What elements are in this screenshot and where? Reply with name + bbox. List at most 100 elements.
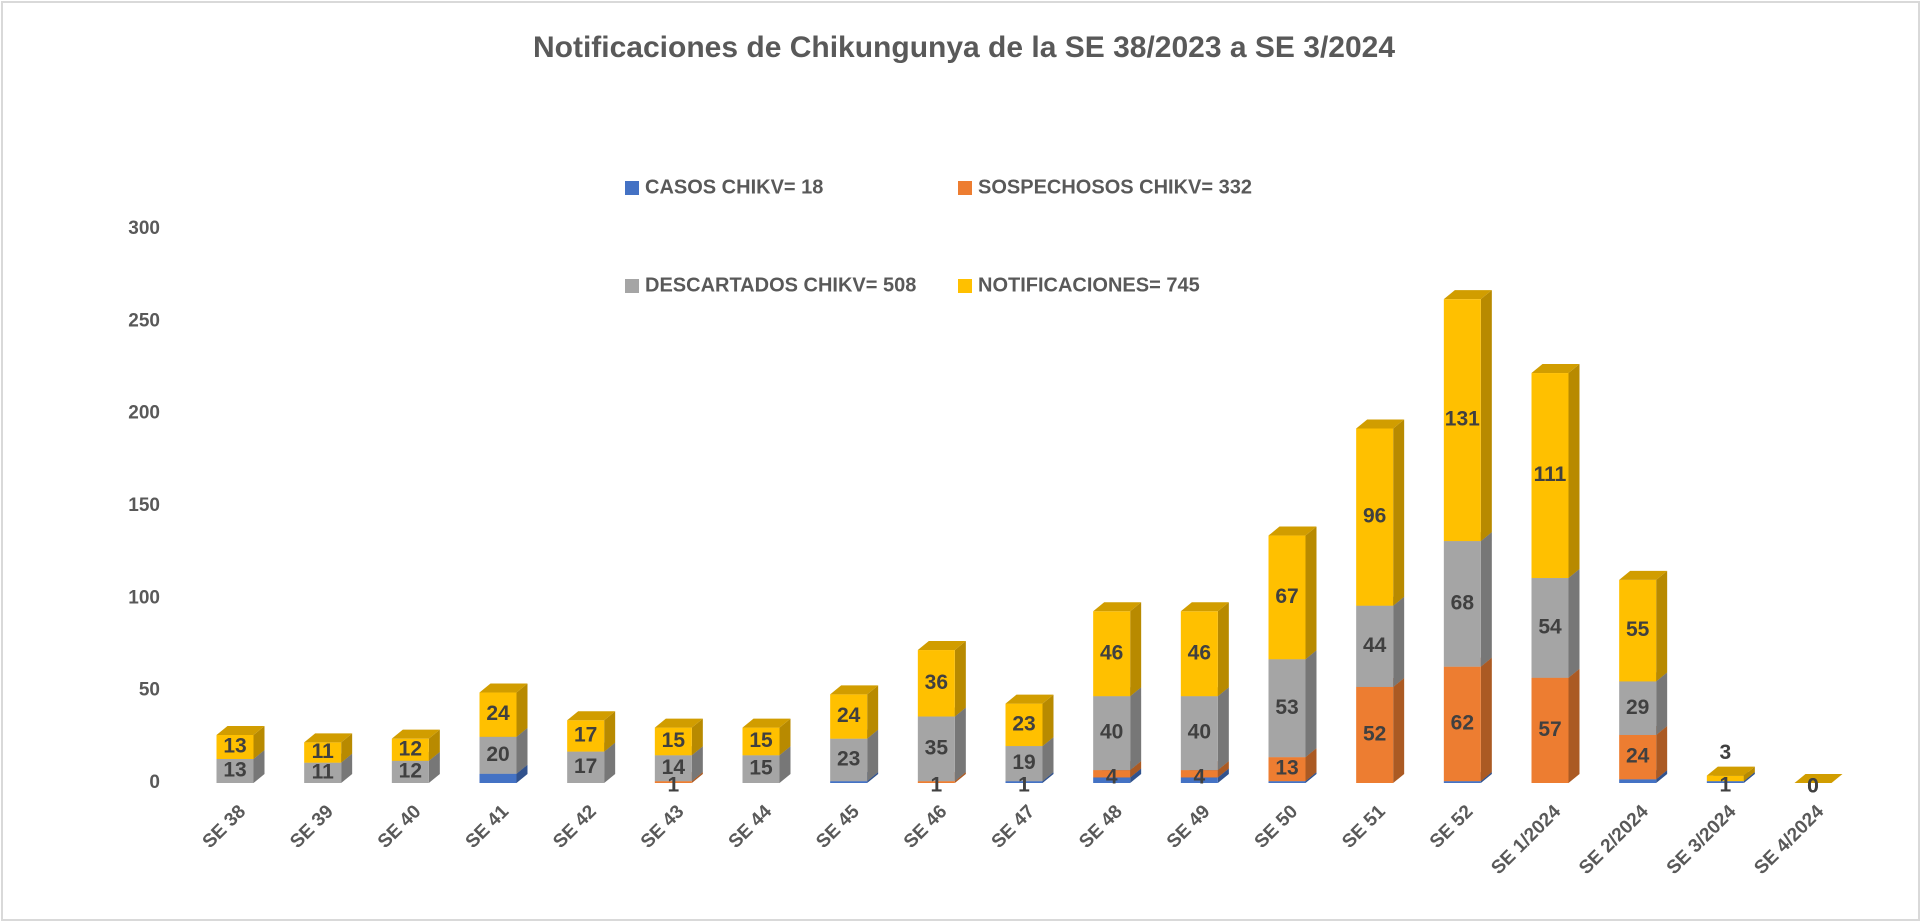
- bar: [1005, 781, 1043, 783]
- bar-side: [867, 772, 879, 783]
- bar-side: [1656, 570, 1668, 682]
- bar: [1619, 681, 1657, 735]
- bar-side: [954, 641, 966, 717]
- bar-side: [1042, 737, 1054, 782]
- data-label: 67: [1275, 585, 1298, 608]
- data-label: 52: [1363, 723, 1386, 746]
- bar-top: [567, 711, 616, 721]
- data-label: 15: [662, 729, 686, 752]
- bar: [1268, 535, 1306, 660]
- bar: [1180, 696, 1218, 771]
- y-tick-label: 250: [128, 310, 160, 331]
- data-label: 53: [1275, 696, 1298, 719]
- data-label: 4: [1106, 765, 1118, 788]
- bar-top: [1443, 290, 1492, 300]
- data-label: 29: [1626, 696, 1649, 719]
- bar-side: [1743, 772, 1755, 783]
- bar-side: [1656, 770, 1668, 783]
- bar-side: [779, 746, 791, 783]
- legend-swatch: [958, 279, 972, 293]
- bar-side: [1130, 761, 1142, 778]
- bar-side: [604, 742, 616, 783]
- data-label: 55: [1626, 618, 1650, 641]
- data-label: 24: [837, 704, 861, 727]
- bar-top: [479, 683, 528, 693]
- data-label: 44: [1363, 634, 1387, 657]
- data-label: 13: [223, 759, 246, 782]
- data-label: 12: [399, 737, 422, 760]
- bar: [1531, 373, 1569, 579]
- bar: [1093, 777, 1131, 783]
- data-label: 13: [223, 735, 246, 758]
- legend-label: CASOS CHIKV= 18: [645, 176, 823, 198]
- data-label: 17: [574, 755, 597, 778]
- bar-side: [253, 749, 265, 783]
- data-label: 14: [662, 756, 686, 779]
- bar-side: [1305, 650, 1317, 758]
- bar-side: [1042, 772, 1054, 783]
- bar: [391, 760, 429, 783]
- bar-side: [1305, 772, 1317, 783]
- bar: [1093, 696, 1131, 771]
- data-label: 46: [1188, 641, 1211, 664]
- bar-side: [1393, 677, 1405, 783]
- data-label: 62: [1451, 711, 1474, 734]
- bar: [1180, 611, 1218, 697]
- data-label: 4: [1193, 765, 1205, 788]
- chart-title: Notificaciones de Chikungunya de la SE 3…: [533, 31, 1395, 64]
- bar-side: [867, 685, 879, 739]
- bar: [1005, 703, 1043, 747]
- bar: [1268, 757, 1306, 782]
- y-tick-label: 100: [128, 587, 160, 608]
- bar-side: [1480, 532, 1492, 667]
- bar: [479, 692, 517, 737]
- bar-side: [1656, 725, 1668, 780]
- bar-side: [779, 718, 791, 756]
- bar-side: [691, 772, 703, 783]
- bar-side: [1217, 761, 1229, 778]
- data-label: 3: [1719, 741, 1731, 764]
- bar-side: [253, 725, 265, 759]
- legend-label: NOTIFICACIONES= 745: [978, 274, 1200, 296]
- bar-side: [1656, 672, 1668, 735]
- bar-side: [341, 733, 353, 763]
- bar: [567, 751, 605, 783]
- bar-side: [1305, 748, 1317, 782]
- data-label: 23: [1012, 712, 1035, 735]
- bar-side: [428, 729, 440, 761]
- bar: [391, 738, 429, 761]
- bar: [1356, 428, 1394, 606]
- bar: [1443, 781, 1481, 783]
- data-label: 19: [1012, 751, 1035, 774]
- bar-side: [516, 764, 528, 783]
- bar: [917, 650, 955, 717]
- bar-top: [1005, 694, 1054, 704]
- bar-side: [1743, 766, 1755, 782]
- bar-top: [654, 718, 703, 728]
- bar: [479, 736, 517, 774]
- bar: [1443, 666, 1481, 782]
- data-label: 46: [1100, 641, 1123, 664]
- bar: [1619, 734, 1657, 780]
- bar-side: [1393, 596, 1405, 687]
- data-label: 20: [486, 743, 509, 766]
- bar-side: [516, 683, 528, 737]
- data-label: 54: [1538, 615, 1562, 638]
- data-label: 40: [1188, 721, 1211, 744]
- bar: [1180, 777, 1218, 783]
- bar: [216, 734, 254, 759]
- bar-side: [1130, 602, 1142, 697]
- data-label: 24: [486, 702, 510, 725]
- bar-top: [1706, 766, 1755, 776]
- bar: [1619, 779, 1657, 783]
- bar: [830, 781, 868, 783]
- bar-top: [830, 685, 879, 695]
- bar-side: [691, 746, 703, 782]
- bar-side: [341, 753, 353, 783]
- bar: [1619, 579, 1657, 682]
- bar: [742, 755, 780, 783]
- data-label: 131: [1445, 408, 1480, 431]
- bar: [1005, 746, 1043, 782]
- legend-swatch: [625, 279, 639, 293]
- bar-side: [1480, 772, 1492, 783]
